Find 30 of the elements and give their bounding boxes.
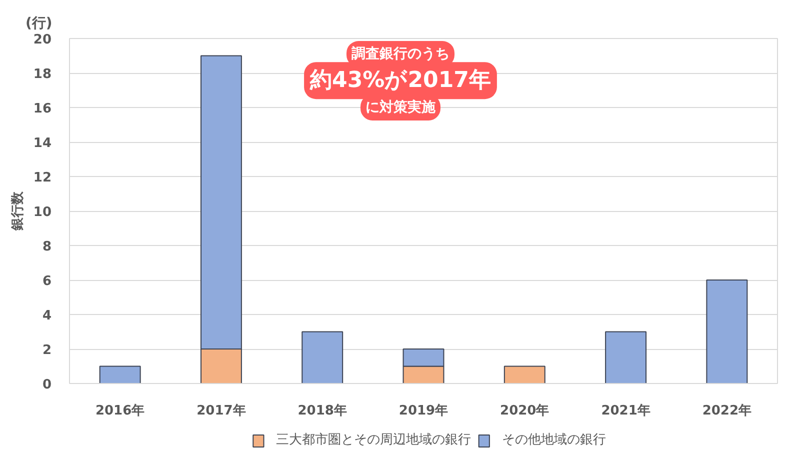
- y-tick-label: 6: [42, 274, 52, 289]
- text: (行): [26, 16, 52, 32]
- y-tick-label: 14: [33, 136, 52, 151]
- y-tick-label: 10: [33, 205, 52, 220]
- x-tick-label: 2021年: [601, 404, 650, 418]
- y-tick-label: 2: [42, 343, 52, 358]
- x-tick-label: 2022年: [702, 404, 752, 418]
- x-tick-label: 2019年: [398, 404, 448, 418]
- legend-label: 三大都市圏とその周辺地域の銀行: [276, 432, 472, 448]
- bar: [605, 331, 647, 384]
- bar: [706, 280, 748, 384]
- x-tick-label: 2017年: [196, 404, 246, 418]
- x-tick-label: 2016年: [95, 404, 145, 418]
- y-tick-label: 8: [42, 240, 52, 254]
- y-tick-label: 0: [42, 378, 52, 392]
- x-tick-label: 2018年: [298, 404, 347, 418]
- annotation: 調査銀行のうち: [351, 45, 450, 62]
- y-tick-label: 12: [33, 170, 52, 186]
- bar: [302, 331, 344, 384]
- y-tick-label: 16: [33, 102, 52, 116]
- bar: [504, 366, 546, 384]
- y-tick-label: 18: [33, 67, 52, 82]
- y-tick-label: 20: [33, 32, 52, 48]
- legend-label: その他地域の銀行: [502, 432, 606, 448]
- annotation: に対策実施: [365, 98, 436, 116]
- annotation: 約43%が2017年: [309, 68, 491, 94]
- bar: [99, 366, 141, 384]
- y-axis-title: 銀行数: [10, 190, 26, 232]
- y-tick-label: 4: [42, 308, 52, 324]
- x-tick-label: 2020年: [500, 404, 550, 418]
